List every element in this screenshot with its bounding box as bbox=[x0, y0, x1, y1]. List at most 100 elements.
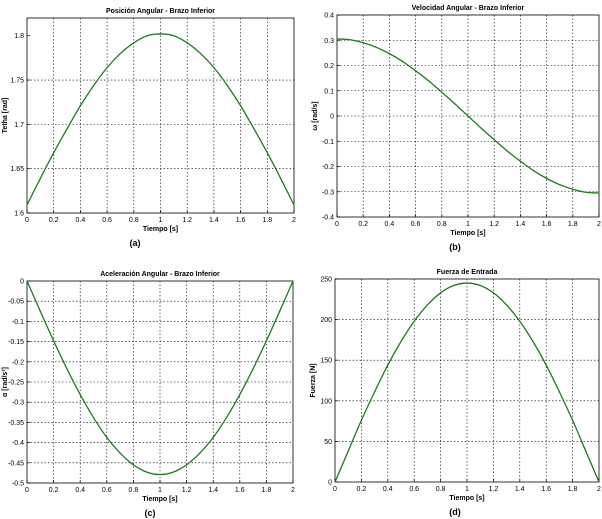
x-tick-label: 0.6 bbox=[409, 486, 419, 493]
x-tick-label: 0.4 bbox=[385, 221, 395, 228]
data-point bbox=[293, 204, 295, 206]
data-point bbox=[225, 416, 228, 419]
panel-label: (a) bbox=[130, 238, 141, 248]
y-tick-label: -0.1 bbox=[322, 139, 334, 146]
y-axis-label: Fuerza [N] bbox=[310, 363, 317, 397]
x-tick-label: 0 bbox=[25, 217, 29, 224]
x-tick-label: 0.2 bbox=[49, 487, 59, 494]
y-axis-label: ω [rad/s] bbox=[312, 101, 319, 130]
y-tick-label: -0.05 bbox=[8, 299, 24, 306]
data-point bbox=[532, 340, 534, 343]
y-tick-label: -0.4 bbox=[322, 215, 334, 222]
data-point bbox=[336, 38, 338, 40]
data-point bbox=[480, 127, 482, 129]
data-point bbox=[506, 304, 508, 306]
x-tick-label: 0.6 bbox=[102, 217, 112, 224]
data-point bbox=[387, 364, 389, 366]
data-point bbox=[79, 393, 81, 396]
data-point bbox=[492, 292, 494, 294]
data-point bbox=[467, 115, 469, 117]
x-tick-label: 1.6 bbox=[236, 217, 246, 224]
data-point bbox=[493, 139, 495, 141]
data-point bbox=[428, 80, 430, 82]
y-tick-label: 0.2 bbox=[324, 63, 334, 70]
y-tick-label: -0.45 bbox=[8, 460, 24, 467]
data-point bbox=[360, 419, 362, 421]
x-tick-label: 1.2 bbox=[182, 217, 192, 224]
chart-panel-3: 0 0.2 0.4 0.6 0.8 1 1.2 1.4 1.6 1.8 2 -0.5 -0.45 -0.4… bbox=[2, 271, 295, 518]
data-point bbox=[159, 33, 162, 35]
x-tick-label: 0 bbox=[25, 487, 29, 494]
data-point bbox=[532, 169, 535, 172]
data-point bbox=[53, 340, 55, 342]
data-point bbox=[173, 35, 175, 37]
x-tick-label: 1.6 bbox=[235, 487, 245, 494]
chart-title: Posición Angular - Brazo Inferior bbox=[106, 8, 215, 15]
y-axis-label: Tetha [rad] bbox=[2, 98, 9, 134]
y-tick-label: 150 bbox=[320, 358, 332, 365]
data-point bbox=[413, 320, 415, 322]
data-point bbox=[39, 177, 41, 180]
y-tick-label: -0.15 bbox=[8, 339, 24, 346]
data-point bbox=[119, 52, 122, 55]
x-tick-label: 2 bbox=[292, 217, 296, 224]
y-tick-label: 1.8 bbox=[14, 33, 24, 40]
panel-label: (c) bbox=[145, 508, 156, 518]
chart-panel-2: 0 0.2 0.4 0.6 0.8 1 1.2 1.4 1.6 1.8 2 -0.4 -0.3 -0.2 -… bbox=[312, 5, 601, 252]
y-tick-label: 1.65 bbox=[10, 166, 24, 173]
x-tick-label: 0.8 bbox=[436, 486, 446, 493]
data-point bbox=[388, 53, 390, 55]
x-tick-label: 1.2 bbox=[489, 486, 499, 493]
panel-label: (d) bbox=[449, 507, 461, 517]
data-point bbox=[401, 60, 404, 63]
y-tick-label: 0 bbox=[330, 114, 334, 121]
data-point bbox=[66, 368, 68, 370]
y-tick-label: 0.4 bbox=[324, 13, 334, 20]
chart-title: Fuerza de Entrada bbox=[437, 269, 498, 276]
data-point bbox=[585, 450, 587, 452]
x-tick-label: 0.4 bbox=[383, 486, 393, 493]
data-point bbox=[292, 280, 294, 282]
data-point bbox=[186, 42, 188, 44]
data-point bbox=[212, 436, 214, 438]
x-tick-label: 2 bbox=[597, 221, 601, 228]
y-tick-label: -0.25 bbox=[8, 380, 24, 387]
data-point bbox=[53, 152, 55, 154]
data-point bbox=[347, 450, 349, 452]
y-tick-label: -0.4 bbox=[12, 440, 24, 447]
data-point bbox=[39, 310, 41, 312]
chart-panel-4: 0 0.2 0.4 0.6 0.8 1 1.2 1.4 1.6 1.8 2 0 50 100 150 200 2… bbox=[310, 269, 601, 517]
x-tick-label: 1.4 bbox=[208, 487, 218, 494]
y-tick-label: -0.3 bbox=[322, 189, 334, 196]
x-tick-label: 0.2 bbox=[49, 217, 59, 224]
y-tick-label: 200 bbox=[320, 317, 332, 324]
x-tick-label: 1.2 bbox=[489, 221, 499, 228]
data-point bbox=[349, 39, 351, 41]
y-tick-label: 100 bbox=[320, 398, 332, 405]
y-tick-label: -0.1 bbox=[12, 319, 24, 326]
x-tick-label: 1 bbox=[466, 221, 470, 228]
x-tick-label: 2 bbox=[597, 486, 601, 493]
x-tick-label: 1 bbox=[159, 217, 163, 224]
data-point bbox=[146, 35, 148, 37]
x-tick-label: 1.2 bbox=[182, 487, 192, 494]
y-tick-label: 0.3 bbox=[324, 38, 334, 45]
y-tick-label: -0.5 bbox=[12, 481, 24, 488]
data-point bbox=[362, 42, 364, 44]
y-tick-label: 1.6 bbox=[14, 211, 24, 218]
x-tick-label: 1.4 bbox=[209, 217, 219, 224]
data-point bbox=[132, 464, 134, 466]
data-point bbox=[213, 67, 215, 69]
data-point bbox=[519, 320, 521, 322]
x-tick-label: 1.6 bbox=[542, 221, 552, 228]
x-tick-label: 0.4 bbox=[76, 217, 86, 224]
data-point bbox=[454, 103, 456, 105]
data-point bbox=[453, 284, 455, 287]
data-point bbox=[239, 393, 241, 396]
x-tick-label: 0.4 bbox=[75, 487, 85, 494]
x-tick-label: 1.8 bbox=[262, 217, 272, 224]
y-tick-label: 50 bbox=[324, 439, 332, 446]
panel-label: (b) bbox=[449, 242, 461, 252]
x-axis-label: Tiempo [s] bbox=[449, 495, 484, 502]
data-point bbox=[26, 204, 28, 206]
